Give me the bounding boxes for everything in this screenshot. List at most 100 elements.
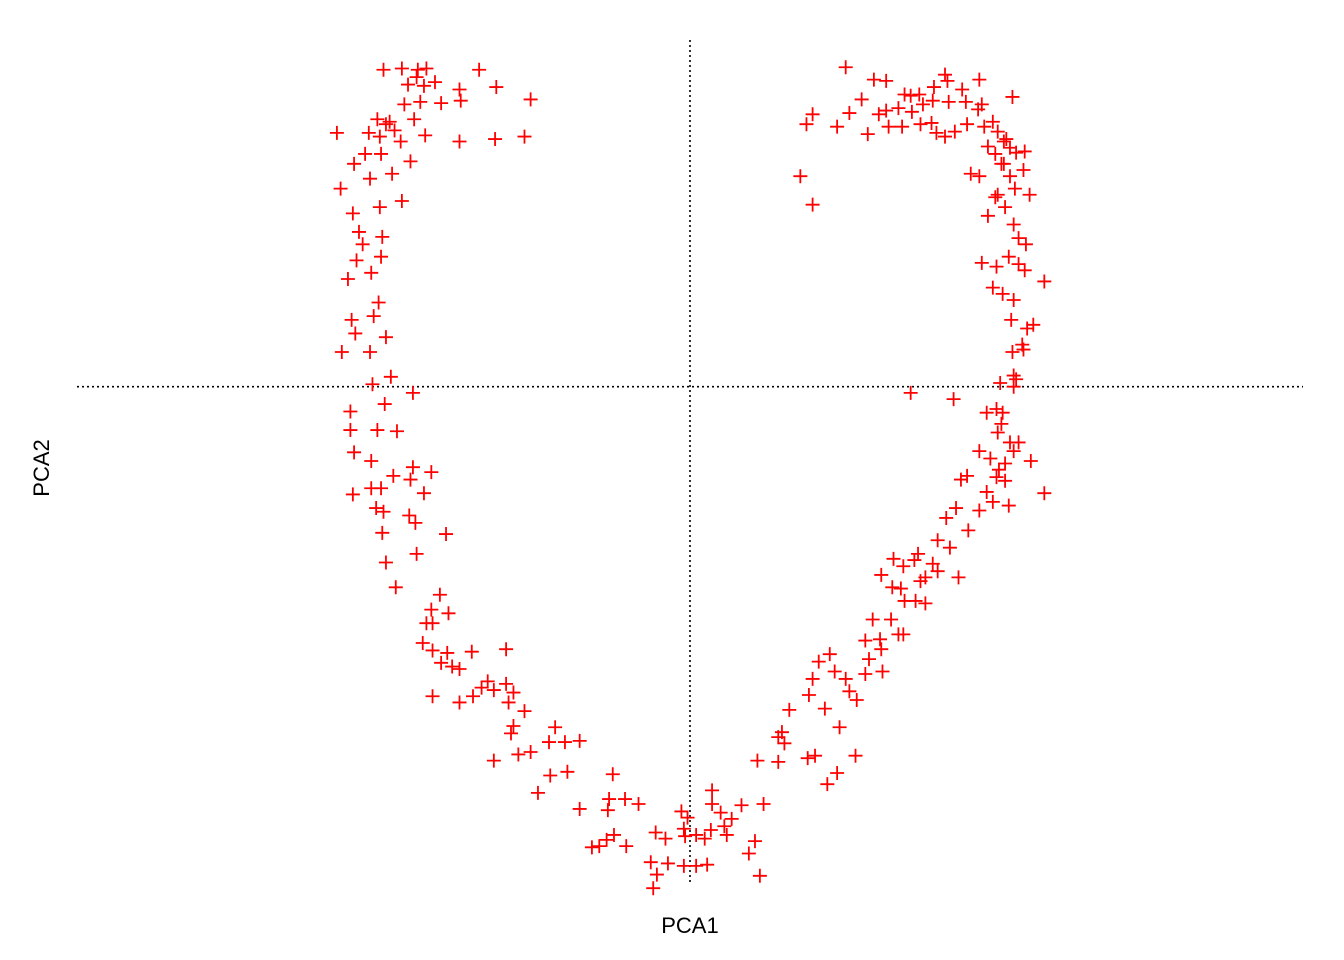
scatter-point xyxy=(941,94,956,109)
scatter-point xyxy=(372,129,387,144)
scatter-point xyxy=(985,280,1000,295)
scatter-point xyxy=(409,546,424,561)
scatter-point xyxy=(908,593,923,608)
scatter-point xyxy=(719,827,734,842)
scatter-point xyxy=(408,515,423,530)
scatter-point xyxy=(674,804,689,819)
scatter-point xyxy=(452,662,467,677)
scatter-point xyxy=(646,881,661,896)
scatter-point xyxy=(953,472,968,487)
scatter-point xyxy=(858,633,873,648)
scatter-point xyxy=(897,87,912,102)
scatter-point xyxy=(369,501,384,516)
scatter-point xyxy=(983,451,998,466)
scatter-point xyxy=(364,265,379,280)
scatter-point xyxy=(584,840,599,855)
scatter-point xyxy=(386,468,401,483)
scatter-point xyxy=(817,701,832,716)
scatter-point xyxy=(605,767,620,782)
scatter-point xyxy=(972,72,987,87)
scatter-point xyxy=(741,846,756,861)
scatter-point xyxy=(394,61,409,76)
scatter-point xyxy=(918,596,933,611)
scatter-point xyxy=(849,692,864,707)
scatter-point xyxy=(378,555,393,570)
scatter-point xyxy=(676,858,691,873)
scatter-point xyxy=(942,540,957,555)
scatter-point xyxy=(363,171,378,186)
scatter-point xyxy=(378,330,393,345)
scatter-point xyxy=(734,798,749,813)
scatter-point xyxy=(572,733,587,748)
scatter-point xyxy=(1022,187,1037,202)
scatter-point xyxy=(600,803,615,818)
scatter-point xyxy=(1037,486,1052,501)
scatter-point xyxy=(572,801,587,816)
scatter-point xyxy=(747,834,762,849)
scatter-point xyxy=(963,166,978,181)
scatter-point xyxy=(717,819,732,834)
scatter-point xyxy=(924,115,939,130)
scatter-point xyxy=(865,612,880,627)
scatter-point xyxy=(480,674,495,689)
scatter-point xyxy=(1002,169,1017,184)
scatter-point xyxy=(988,146,1003,161)
scatter-point xyxy=(938,67,953,82)
scatter-point xyxy=(343,404,358,419)
scatter-point xyxy=(371,295,386,310)
scatter-point xyxy=(971,102,986,117)
scatter-point xyxy=(980,208,995,223)
scatter-point xyxy=(793,169,808,184)
scatter-point xyxy=(896,627,911,642)
scatter-point xyxy=(374,249,389,264)
scatter-point xyxy=(660,856,675,871)
scatter-point xyxy=(689,858,704,873)
scatter-point xyxy=(904,104,919,119)
scatter-point xyxy=(689,827,704,842)
scatter-point xyxy=(926,80,941,95)
scatter-point xyxy=(648,825,663,840)
scatter-point xyxy=(548,720,563,735)
scatter-point xyxy=(801,688,816,703)
scatter-point xyxy=(680,810,695,825)
scatter-point xyxy=(891,101,906,116)
scatter-point xyxy=(972,444,987,459)
y-axis-label: PCA2 xyxy=(29,439,54,496)
scatter-point xyxy=(700,857,715,872)
scatter-point xyxy=(1020,321,1035,336)
scatter-point xyxy=(998,200,1013,215)
scatter-point xyxy=(658,831,673,846)
scatter-point xyxy=(599,832,614,847)
scatter-point xyxy=(389,424,404,439)
scatter-point xyxy=(830,766,845,781)
scatter-point xyxy=(631,796,646,811)
scatter-point xyxy=(979,405,994,420)
scatter-point xyxy=(861,652,876,667)
scatter-point xyxy=(752,868,767,883)
scatter-point xyxy=(756,796,771,811)
scatter-point xyxy=(425,689,440,704)
scatter-point xyxy=(464,644,479,659)
scatter-point xyxy=(1009,372,1024,387)
scatter-point xyxy=(486,753,501,768)
scatter-point xyxy=(1037,274,1052,289)
scatter-point xyxy=(418,128,433,143)
scatter-point xyxy=(415,636,430,651)
scatter-point xyxy=(998,473,1013,488)
scatter-point xyxy=(410,62,425,77)
scatter-point xyxy=(1017,144,1032,159)
scatter-point xyxy=(445,659,460,674)
scatter-point xyxy=(397,97,412,112)
scatter-point xyxy=(347,445,362,460)
scatter-point xyxy=(592,839,607,854)
scatter-point xyxy=(874,567,889,582)
scatter-point xyxy=(991,462,1006,477)
scatter-point xyxy=(912,87,927,102)
scatter-point xyxy=(951,570,966,585)
scatter-point xyxy=(705,783,720,798)
scatter-point xyxy=(387,123,402,138)
scatter-point xyxy=(858,666,873,681)
scatter-point xyxy=(988,190,1003,205)
scatter-point xyxy=(838,60,853,75)
scatter-point xyxy=(881,119,896,134)
